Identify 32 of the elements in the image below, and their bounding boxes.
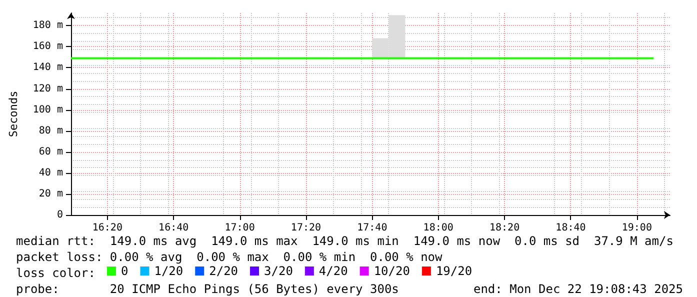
x-tick-label: 17:20 [290,222,322,234]
y-tick-label: 60 m [38,146,63,158]
legend-label: 2/20 [209,264,238,278]
y-tick-label: 0 [56,210,63,220]
y-tick-label: 100 m [32,104,63,116]
y-axis-title: Seconds [7,90,20,138]
y-tick-label: 40 m [38,167,63,178]
legend-label: 3/20 [264,264,293,278]
x-tick-label: 16:20 [92,222,122,234]
legend-label: 10/20 [374,264,410,278]
y-tick-label: 180 m [32,20,63,32]
y-tick-label: 140 m [32,62,63,74]
x-tick-label: 16:40 [158,222,189,234]
text: probe: 20 ICMP Echo Pings (56 Bytes) every 300s [16,282,399,296]
x-tick-label: 18:40 [556,222,586,234]
y-tick-label: 120 m [32,83,63,94]
legend-label: 0 [121,264,128,278]
x-tick-label: 18:20 [489,222,520,234]
legend-label: 19/20 [436,264,472,278]
y-tick-label: 160 m [32,41,63,52]
legend-title: loss color: [16,266,96,280]
text: median rtt: 149.0 ms avg 149.0 ms max 149.0 ms min 149.0 ms now 0.0 ms sd 37.9 M am/s [16,234,674,248]
text: packet loss: 0.00 % avg 0.00 % max 0.00 % min 0.00 % now [16,250,444,264]
text: end: Mon Dec 22 19:08:43 2025 [473,282,683,296]
x-tick-label: 19:00 [622,222,652,234]
x-tick-label: 17:40 [357,222,388,234]
legend-label: 4/20 [318,264,348,278]
y-tick-label: 20 m [38,188,63,200]
x-tick-label: 18:00 [423,222,454,234]
legend-label: 1/20 [154,264,184,278]
y-tick-label: 80 m [38,125,63,136]
x-tick-label: 17:00 [224,222,255,234]
